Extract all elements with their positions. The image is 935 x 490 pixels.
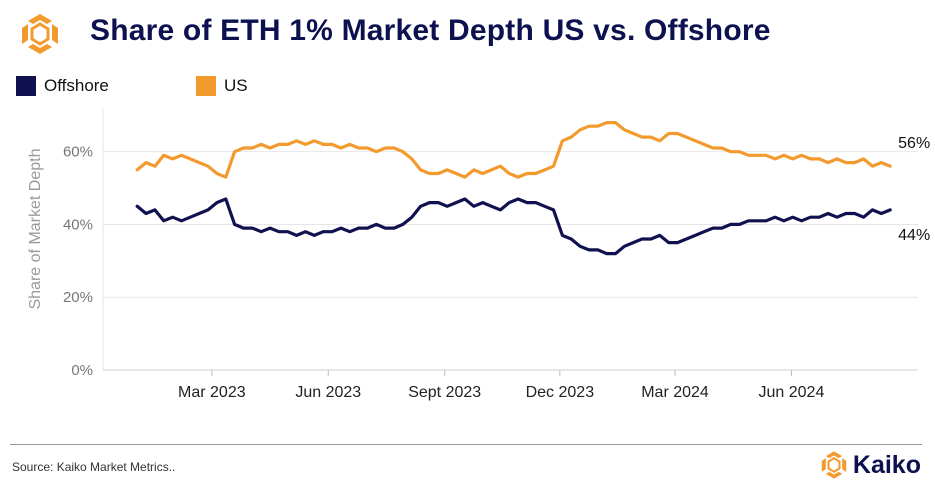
y-tick-label: 60% [63,144,93,161]
x-tick-label: Mar 2023 [178,384,246,401]
x-tick-label: Jun 2023 [295,384,361,401]
series-line-offshore [135,197,892,256]
y-tick-label: 40% [63,216,93,233]
x-tick-label: Dec 2023 [526,384,595,401]
y-tick-label: 0% [71,362,93,379]
x-tick-label: Jun 2024 [759,384,825,401]
kaiko-logo-icon [22,14,58,54]
end-label-offshore: 44% [898,227,930,244]
y-axis-title: Share of Market Depth [27,149,44,310]
x-tick-label: Sept 2023 [408,384,481,401]
series-line-us [135,121,892,179]
chart-title: Share of ETH 1% Market Depth US vs. Offs… [90,14,771,47]
legend-label-us: US [224,76,248,95]
source-note: Source: Kaiko Market Metrics.. [12,460,176,474]
end-label-us: 56% [898,135,930,152]
legend-item-us: US [196,76,248,96]
kaiko-brand-icon [821,451,847,479]
legend-item-offshore: Offshore [16,76,109,96]
legend-swatch-us [196,76,216,96]
line-chart: 0% 20% 40% 60% Mar 2023 Jun 2023 Sept 2023 Dec … [27,108,930,401]
y-tick-label: 20% [63,289,93,306]
legend-label-offshore: Offshore [44,76,109,95]
brand: Kaiko [819,450,921,480]
legend-swatch-offshore [16,76,36,96]
x-tick-label: Mar 2024 [641,384,709,401]
brand-name: Kaiko [852,450,921,479]
footer-divider [10,444,922,445]
